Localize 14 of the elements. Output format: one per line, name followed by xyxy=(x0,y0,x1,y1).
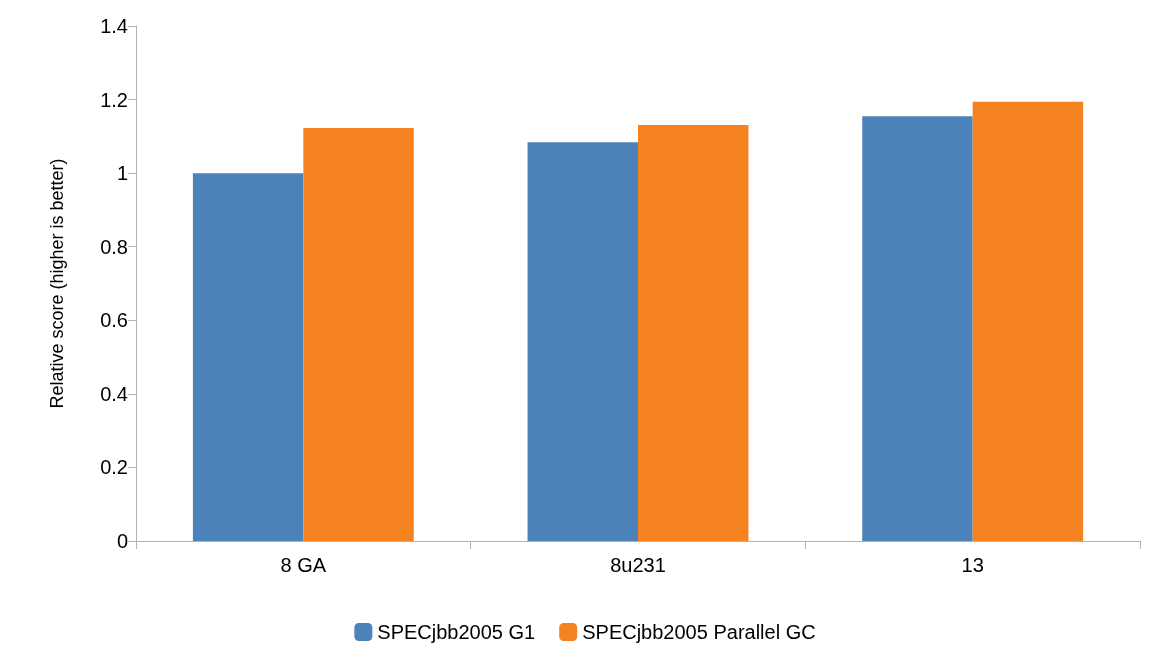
x-tick-label: 8u231 xyxy=(610,554,666,576)
y-axis-title: Relative score (higher is better) xyxy=(47,158,67,409)
y-tick-label: 0.8 xyxy=(100,235,128,258)
x-tick-label: 8 GA xyxy=(280,554,327,576)
y-tick-label: 0 xyxy=(116,530,128,552)
y-tick-label: 0.2 xyxy=(100,456,128,479)
y-tick-label: 1.4 xyxy=(100,15,128,37)
x-tick-label: 13 xyxy=(961,554,984,576)
y-tick-label: 1.2 xyxy=(100,88,128,111)
y-tick-label: 0.4 xyxy=(100,382,128,405)
legend-label: SPECjbb2005 G1 xyxy=(377,621,536,643)
y-tick-label: 1 xyxy=(116,162,128,185)
legend-label: SPECjbb2005 Parallel GC xyxy=(582,621,816,643)
y-tick-label: 0.6 xyxy=(100,309,128,332)
